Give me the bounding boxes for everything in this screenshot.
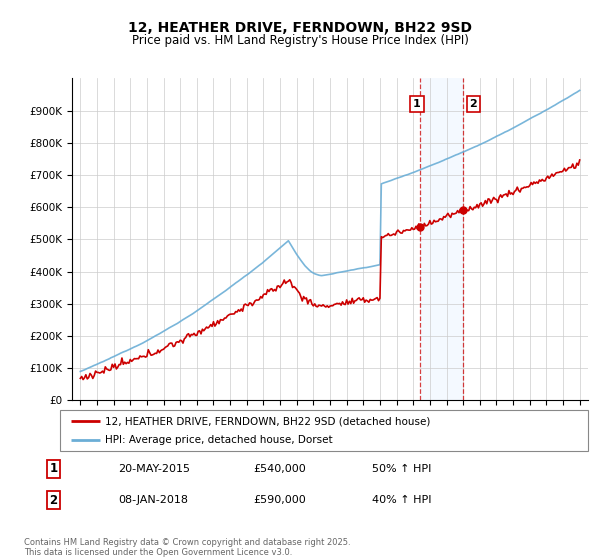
- Text: £590,000: £590,000: [253, 495, 306, 505]
- Text: 20-MAY-2015: 20-MAY-2015: [118, 464, 190, 474]
- Text: 08-JAN-2018: 08-JAN-2018: [118, 495, 188, 505]
- Text: 40% ↑ HPI: 40% ↑ HPI: [372, 495, 431, 505]
- Text: 12, HEATHER DRIVE, FERNDOWN, BH22 9SD: 12, HEATHER DRIVE, FERNDOWN, BH22 9SD: [128, 21, 472, 35]
- Text: 2: 2: [470, 99, 478, 109]
- Text: 12, HEATHER DRIVE, FERNDOWN, BH22 9SD (detached house): 12, HEATHER DRIVE, FERNDOWN, BH22 9SD (d…: [105, 417, 430, 426]
- Text: 1: 1: [49, 462, 58, 475]
- FancyBboxPatch shape: [60, 410, 588, 451]
- Text: £540,000: £540,000: [253, 464, 306, 474]
- Bar: [419, 78, 463, 400]
- Text: 2: 2: [49, 493, 58, 507]
- Text: 1: 1: [413, 99, 421, 109]
- Text: HPI: Average price, detached house, Dorset: HPI: Average price, detached house, Dors…: [105, 435, 332, 445]
- Text: Contains HM Land Registry data © Crown copyright and database right 2025.
This d: Contains HM Land Registry data © Crown c…: [24, 538, 350, 557]
- Text: Price paid vs. HM Land Registry's House Price Index (HPI): Price paid vs. HM Land Registry's House …: [131, 34, 469, 46]
- Text: 50% ↑ HPI: 50% ↑ HPI: [372, 464, 431, 474]
